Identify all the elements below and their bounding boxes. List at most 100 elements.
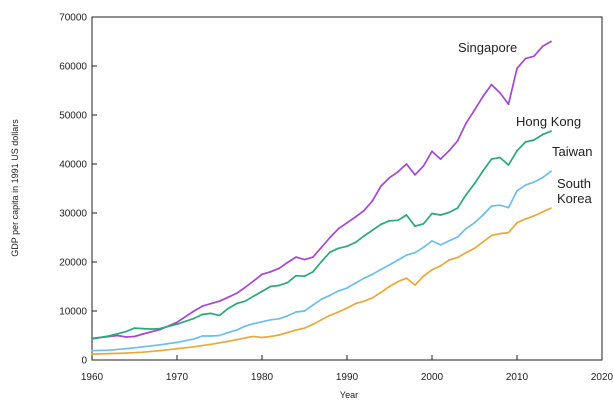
x-tick-label: 2020 (591, 372, 613, 383)
data-point-singapore (218, 300, 221, 303)
data-point-south-korea (312, 323, 314, 326)
series-label-south-korea: Korea (557, 191, 592, 206)
data-point-hong-kong (422, 222, 425, 225)
data-point-south-korea (159, 349, 161, 352)
data-point-singapore (422, 165, 425, 167)
data-point-south-korea (397, 280, 399, 283)
data-point-singapore (269, 270, 272, 273)
data-point-taiwan (371, 273, 374, 276)
data-point-singapore (465, 122, 467, 125)
data-point-singapore (320, 246, 323, 249)
data-point-hong-kong (295, 274, 297, 277)
data-point-singapore (533, 55, 535, 58)
data-point-singapore (524, 57, 527, 60)
data-point-taiwan (388, 264, 391, 266)
data-point-hong-kong (278, 284, 280, 287)
data-point-taiwan (337, 290, 340, 292)
data-point-taiwan (448, 240, 450, 242)
data-point-hong-kong (269, 285, 272, 288)
data-point-singapore (499, 92, 501, 94)
data-point-taiwan (269, 318, 272, 321)
data-point-hong-kong (499, 156, 501, 159)
data-point-south-korea (550, 207, 552, 210)
data-point-hong-kong (108, 335, 110, 337)
x-tick-label: 1980 (251, 372, 274, 383)
data-point-singapore (482, 95, 484, 98)
x-axis-title: Year (340, 390, 358, 400)
series-label-singapore: Singapore (458, 40, 517, 55)
data-point-singapore (388, 176, 391, 179)
data-point-south-korea (371, 296, 374, 299)
data-point-singapore (337, 227, 340, 230)
data-point-singapore (244, 286, 246, 289)
data-point-hong-kong (261, 290, 263, 293)
data-point-hong-kong (329, 251, 331, 254)
data-point-hong-kong (354, 241, 357, 244)
data-point-taiwan (261, 320, 263, 323)
data-point-singapore (278, 267, 280, 270)
data-point-taiwan (422, 246, 425, 249)
data-point-hong-kong (91, 338, 93, 340)
data-point-singapore (431, 150, 433, 153)
data-point-hong-kong (193, 317, 195, 320)
data-point-hong-kong (448, 211, 450, 214)
data-point-south-korea (210, 343, 212, 346)
data-point-singapore (201, 305, 204, 307)
series-hong-kong (91, 130, 552, 340)
data-point-singapore (346, 221, 348, 224)
data-point-singapore (405, 163, 408, 165)
data-point-singapore (363, 209, 365, 212)
data-point-hong-kong (210, 312, 212, 315)
data-point-taiwan (218, 334, 221, 337)
data-point-singapore (329, 236, 331, 239)
data-point-south-korea (295, 329, 297, 331)
data-point-hong-kong (244, 300, 246, 303)
series-singapore (91, 40, 552, 340)
data-point-hong-kong (159, 327, 161, 330)
data-point-hong-kong (312, 270, 314, 273)
data-point-taiwan (227, 331, 229, 334)
data-point-south-korea (439, 265, 442, 267)
data-point-taiwan (354, 282, 357, 284)
data-point-south-korea (320, 318, 323, 321)
data-point-taiwan (346, 287, 348, 289)
data-point-hong-kong (388, 219, 391, 222)
data-point-taiwan (252, 322, 255, 325)
data-point-south-korea (533, 215, 535, 217)
data-point-hong-kong (371, 229, 374, 232)
data-point-hong-kong (550, 130, 552, 133)
y-tick-label: 30000 (59, 209, 87, 220)
series-label-south-korea: South (557, 176, 591, 191)
chart-axes: 0 10000 20000 30000 40000 50000 60000 70000 1960… (59, 13, 613, 384)
data-point-hong-kong (346, 245, 348, 248)
data-point-taiwan (516, 190, 518, 192)
data-point-south-korea (448, 259, 450, 261)
data-point-south-korea (363, 300, 365, 303)
data-point-taiwan (201, 335, 204, 337)
y-tick-label: 10000 (59, 307, 87, 318)
data-point-taiwan (91, 349, 93, 352)
data-point-hong-kong (507, 164, 510, 166)
data-point-south-korea (303, 327, 306, 329)
data-point-south-korea (422, 275, 425, 278)
data-point-singapore (116, 334, 119, 337)
y-tick-label: 20000 (59, 258, 87, 269)
data-point-taiwan (499, 204, 501, 207)
data-point-taiwan (235, 329, 238, 331)
data-point-singapore (295, 256, 297, 258)
data-point-hong-kong (133, 327, 136, 329)
data-point-taiwan (414, 251, 416, 254)
series-line-south-korea (91, 207, 552, 355)
data-point-taiwan (312, 304, 314, 306)
y-tick-label: 40000 (59, 160, 87, 171)
data-point-hong-kong (337, 247, 340, 250)
data-point-singapore (227, 296, 229, 299)
y-tick-label: 60000 (59, 62, 87, 73)
data-point-singapore (235, 292, 238, 295)
data-point-singapore (414, 173, 416, 176)
data-point-taiwan (142, 345, 144, 348)
series-taiwan (91, 170, 552, 352)
data-point-hong-kong (465, 194, 467, 196)
data-point-taiwan (490, 205, 493, 208)
